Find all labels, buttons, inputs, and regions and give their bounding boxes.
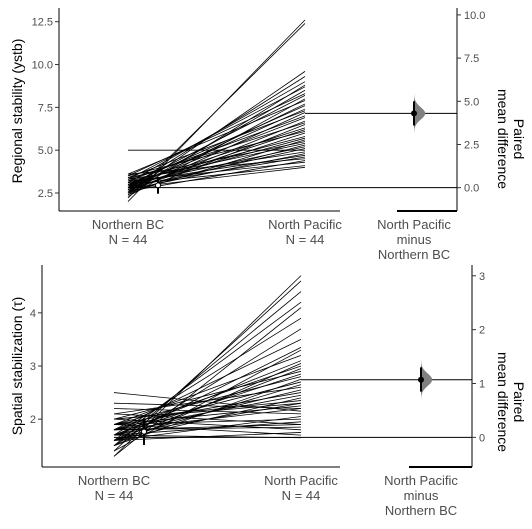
pair-line	[127, 122, 306, 180]
ylabel-spatial-stabilization: Spatial stabilization (τ)	[9, 297, 25, 436]
delta-tick-label: 1	[479, 379, 485, 391]
mean-difference-point	[411, 110, 417, 117]
pair-line	[127, 166, 306, 189]
pair-line	[127, 130, 306, 177]
pair-line	[113, 339, 302, 431]
y-tick-label: 4	[30, 308, 36, 320]
delta-label-line-1: Paired	[511, 119, 527, 159]
pair-line	[113, 291, 302, 447]
contrast-label-line-1: North Pacific	[377, 217, 451, 232]
pair-line	[127, 81, 306, 184]
ylabel-regional-stability: Regional stability (ystb)	[9, 39, 25, 184]
delta-label-line-1: Paired	[511, 382, 527, 422]
pair-line	[113, 424, 302, 436]
pair-line	[127, 110, 306, 178]
y-tick-label: 2	[30, 414, 36, 426]
delta-tick-label: 3	[479, 271, 485, 283]
pair-line	[127, 100, 306, 175]
group-label-northern-bc: Northern BC	[78, 473, 150, 488]
bootstrap-distribution	[414, 93, 426, 134]
delta-tick-label: 2.5	[464, 139, 479, 151]
group-label-northern-bc: Northern BC	[92, 217, 164, 232]
group-n-northern-bc: N = 44	[95, 488, 134, 503]
y-tick-label: 3	[30, 361, 36, 373]
contrast-label-line-3: Northern BC	[378, 247, 450, 262]
group-mean-marker	[141, 428, 147, 435]
delta-tick-label: 10.0	[464, 10, 485, 22]
pair-line	[113, 418, 302, 431]
delta-label-line-2: mean difference	[495, 352, 511, 452]
delta-tick-label: 5.0	[464, 96, 479, 108]
pair-line	[113, 402, 302, 409]
pair-line	[113, 301, 302, 441]
group-mean-marker	[155, 182, 161, 189]
delta-label-line-2: mean difference	[495, 89, 511, 189]
pair-line	[113, 354, 302, 425]
pair-line	[113, 400, 302, 420]
group-label-north-pacific: North Pacific	[264, 473, 338, 488]
contrast-label-line-3: Northern BC	[385, 503, 457, 518]
y-tick-label: 7.5	[38, 102, 53, 114]
pair-line	[127, 158, 306, 175]
group-n-north-pacific: N = 44	[286, 232, 325, 247]
pair-line	[127, 86, 306, 180]
y-tick-label: 10.0	[32, 60, 53, 72]
bootstrap-distribution	[421, 359, 433, 400]
pair-line	[113, 392, 302, 412]
pair-line	[113, 392, 302, 425]
pair-line	[113, 405, 302, 425]
pair-line	[113, 402, 302, 420]
pair-line	[113, 413, 302, 425]
pair-line	[127, 151, 306, 180]
pair-line	[113, 394, 302, 431]
delta-tick-label: 7.5	[464, 53, 479, 65]
group-n-northern-bc: N = 44	[109, 232, 148, 247]
pair-line	[113, 370, 302, 420]
delta-tick-label: 0	[479, 432, 485, 444]
delta-tick-label: 2	[479, 325, 485, 337]
panel-spatial-stabilization: Spatial stabilization (τ) Paired mean di…	[9, 265, 527, 518]
pair-line	[113, 418, 302, 425]
contrast-label-line-2: minus	[404, 488, 439, 503]
pair-line	[113, 373, 302, 436]
panel-regional-stability: Regional stability (ystb) Paired mean di…	[9, 8, 527, 262]
pair-line	[127, 84, 306, 196]
y-tick-label: 5.0	[38, 145, 53, 157]
delta-tick-label: 0.0	[464, 183, 479, 195]
group-label-north-pacific: North Pacific	[268, 217, 342, 232]
contrast-label-line-1: North Pacific	[384, 473, 458, 488]
group-n-north-pacific: N = 44	[282, 488, 321, 503]
mean-difference-point	[418, 376, 424, 383]
contrast-label-line-2: minus	[397, 232, 432, 247]
y-tick-label: 12.5	[32, 17, 53, 29]
y-tick-label: 2.5	[38, 188, 53, 200]
